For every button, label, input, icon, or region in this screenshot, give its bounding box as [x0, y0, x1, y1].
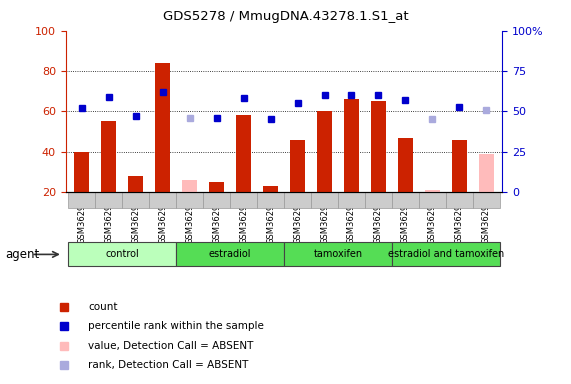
Bar: [365, 192, 392, 208]
Text: estradiol and tamoxifen: estradiol and tamoxifen: [388, 249, 504, 260]
Bar: [95, 192, 122, 208]
Text: value, Detection Call = ABSENT: value, Detection Call = ABSENT: [89, 341, 254, 351]
Bar: [182, 180, 197, 192]
Text: rank, Detection Call = ABSENT: rank, Detection Call = ABSENT: [89, 360, 248, 370]
Bar: [176, 242, 284, 266]
Text: percentile rank within the sample: percentile rank within the sample: [89, 321, 264, 331]
Bar: [74, 152, 89, 192]
Bar: [102, 121, 116, 192]
Text: agent: agent: [6, 248, 40, 261]
Bar: [392, 192, 419, 208]
Bar: [425, 190, 440, 192]
Bar: [257, 192, 284, 208]
Bar: [473, 192, 500, 208]
Bar: [290, 140, 305, 192]
Bar: [338, 192, 365, 208]
Bar: [317, 111, 332, 192]
Bar: [230, 192, 257, 208]
Bar: [176, 192, 203, 208]
Bar: [263, 186, 278, 192]
Bar: [69, 242, 176, 266]
Text: control: control: [106, 249, 139, 260]
Bar: [149, 192, 176, 208]
Bar: [446, 192, 473, 208]
Bar: [344, 99, 359, 192]
Bar: [155, 63, 170, 192]
Text: tamoxifen: tamoxifen: [313, 249, 363, 260]
Text: estradiol: estradiol: [209, 249, 251, 260]
Bar: [284, 242, 392, 266]
Bar: [284, 192, 311, 208]
Bar: [371, 101, 386, 192]
Text: GDS5278 / MmugDNA.43278.1.S1_at: GDS5278 / MmugDNA.43278.1.S1_at: [163, 10, 408, 23]
Bar: [128, 176, 143, 192]
Bar: [209, 182, 224, 192]
Bar: [122, 192, 149, 208]
Bar: [69, 192, 95, 208]
Bar: [398, 137, 413, 192]
Bar: [479, 154, 494, 192]
Bar: [236, 115, 251, 192]
Text: count: count: [89, 302, 118, 312]
Bar: [419, 192, 446, 208]
Bar: [203, 192, 230, 208]
Bar: [311, 192, 338, 208]
Bar: [452, 140, 467, 192]
Bar: [392, 242, 500, 266]
